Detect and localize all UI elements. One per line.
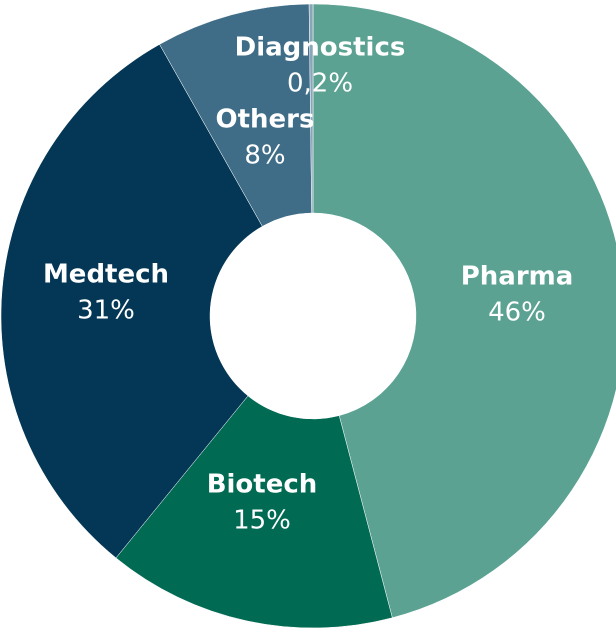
slice [0, 44, 263, 559]
slice [308, 3, 314, 214]
slice-value: 8% [244, 141, 285, 171]
slice-name: Diagnostics [235, 33, 406, 63]
slice-value: 15% [233, 506, 291, 536]
slice-name: Pharma [461, 262, 574, 292]
slice-value: 31% [77, 296, 135, 326]
slice [312, 3, 616, 619]
slice-value: 0,2% [287, 69, 353, 99]
slice-value: 46% [488, 298, 546, 328]
slice-name: Others [216, 105, 315, 135]
slice-name: Medtech [43, 260, 169, 290]
slice-name: Biotech [207, 470, 318, 500]
slice [115, 395, 393, 629]
